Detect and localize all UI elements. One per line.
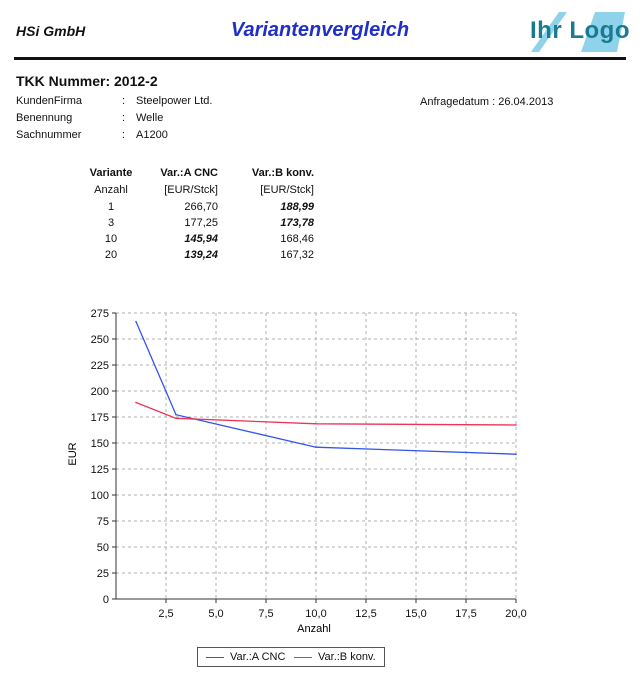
info-colon: :	[122, 129, 126, 141]
table-cell-var-b: 167,32	[280, 249, 314, 261]
info-colon: :	[122, 112, 126, 124]
y-tick-label: 200	[91, 386, 109, 398]
table-cell-anzahl: 10	[104, 233, 118, 245]
legend-swatch	[294, 657, 312, 658]
x-tick-label: 20,0	[505, 608, 526, 620]
y-tick-label: 275	[91, 308, 109, 320]
info-row-benennung: Benennung : Welle	[16, 112, 346, 126]
chart-legend: Var.:A CNC Var.:B konv.	[197, 647, 385, 667]
data-point	[135, 401, 137, 404]
header-divider	[14, 57, 626, 60]
x-tick-label: 5,0	[208, 608, 223, 620]
table-header: Variante	[89, 167, 133, 179]
table-row: 10 145,94 168,46	[80, 231, 314, 247]
x-tick-label: 10,0	[305, 608, 326, 620]
table-cell-anzahl: 20	[104, 249, 118, 261]
logo-graphic	[531, 12, 625, 52]
table-row: 3 177,25 173,78	[80, 215, 314, 231]
tkk-number: TKK Nummer: 2012-2	[16, 73, 158, 89]
series-line-var-a	[135, 321, 517, 455]
legend-swatch	[206, 657, 224, 658]
x-tick-label: 2,5	[158, 608, 173, 620]
series-line-var-b	[135, 401, 517, 426]
x-tick-label: 12,5	[355, 608, 376, 620]
table-cell-var-a: 139,24	[184, 249, 218, 261]
data-point	[515, 453, 517, 455]
y-axis-label: EUR	[67, 442, 79, 465]
table-cell-var-b: 188,99	[280, 201, 314, 213]
info-colon: :	[122, 95, 126, 107]
table-subheader: [EUR/Stck]	[164, 184, 218, 196]
info-label: Benennung	[16, 112, 73, 124]
info-value: A1200	[136, 129, 168, 141]
y-tick-label: 125	[91, 464, 109, 476]
y-tick-label: 175	[91, 412, 109, 424]
y-tick-label: 100	[91, 490, 109, 502]
table-cell-var-a: 266,70	[184, 201, 218, 213]
table-header-row: Variante Var.:A CNC Var.:B konv.	[80, 165, 314, 181]
y-tick-label: 75	[97, 516, 109, 528]
y-tick-label: 25	[97, 568, 109, 580]
table-header: Var.:B konv.	[251, 167, 314, 179]
data-point	[515, 424, 517, 426]
anfragedatum: Anfragedatum : 26.04.2013	[420, 96, 554, 108]
legend-label: Var.:A CNC	[230, 651, 286, 663]
table-cell-var-b: 168,46	[280, 233, 314, 245]
table-subheader: [EUR/Stck]	[260, 184, 314, 196]
data-point	[315, 423, 317, 425]
x-axis-label: Anzahl	[297, 623, 331, 635]
info-label: KundenFirma	[16, 95, 83, 107]
logo-text: Ihr Logo	[530, 17, 630, 44]
info-row-kundenfirma: KundenFirma : Steelpower Ltd.	[16, 95, 346, 109]
y-tick-label: 50	[97, 542, 109, 554]
y-tick-label: 0	[103, 594, 109, 606]
y-tick-label: 150	[91, 438, 109, 450]
x-tick-label: 15,0	[405, 608, 426, 620]
table-header: Var.:A CNC	[160, 167, 218, 179]
document-title: Variantenvergleich	[230, 19, 410, 41]
table-row: 20 139,24 167,32	[80, 247, 314, 263]
legend-label: Var.:B konv.	[318, 651, 376, 663]
variant-table: Variante Var.:A CNC Var.:B konv. Anzahl …	[80, 165, 314, 263]
y-tick-label: 250	[91, 334, 109, 346]
table-subheader: Anzahl	[94, 184, 128, 196]
y-tick-label: 225	[91, 360, 109, 372]
info-value: Welle	[136, 112, 164, 124]
table-cell-var-b: 173,78	[280, 217, 314, 229]
table-cell-anzahl: 3	[107, 217, 115, 229]
data-point	[175, 413, 177, 416]
table-subheader-row: Anzahl [EUR/Stck] [EUR/Stck]	[80, 181, 314, 199]
info-row-sachnummer: Sachnummer : A1200	[16, 129, 346, 143]
table-cell-anzahl: 1	[107, 201, 115, 213]
table-cell-var-a: 145,94	[184, 233, 218, 245]
info-label: Sachnummer	[16, 129, 82, 141]
company-name: HSi GmbH	[16, 23, 86, 39]
data-point	[135, 320, 137, 323]
cost-chart: 0 25 50 75 100 125 150 175 200 225 250 275 2,5 5,0 7,5…	[67, 308, 527, 635]
data-point	[175, 417, 177, 420]
data-point	[315, 446, 317, 449]
info-value: Steelpower Ltd.	[136, 95, 213, 107]
x-tick-label: 17,5	[455, 608, 476, 620]
table-row: 1 266,70 188,99	[80, 199, 314, 215]
table-cell-var-a: 177,25	[184, 217, 218, 229]
x-tick-label: 7,5	[258, 608, 273, 620]
